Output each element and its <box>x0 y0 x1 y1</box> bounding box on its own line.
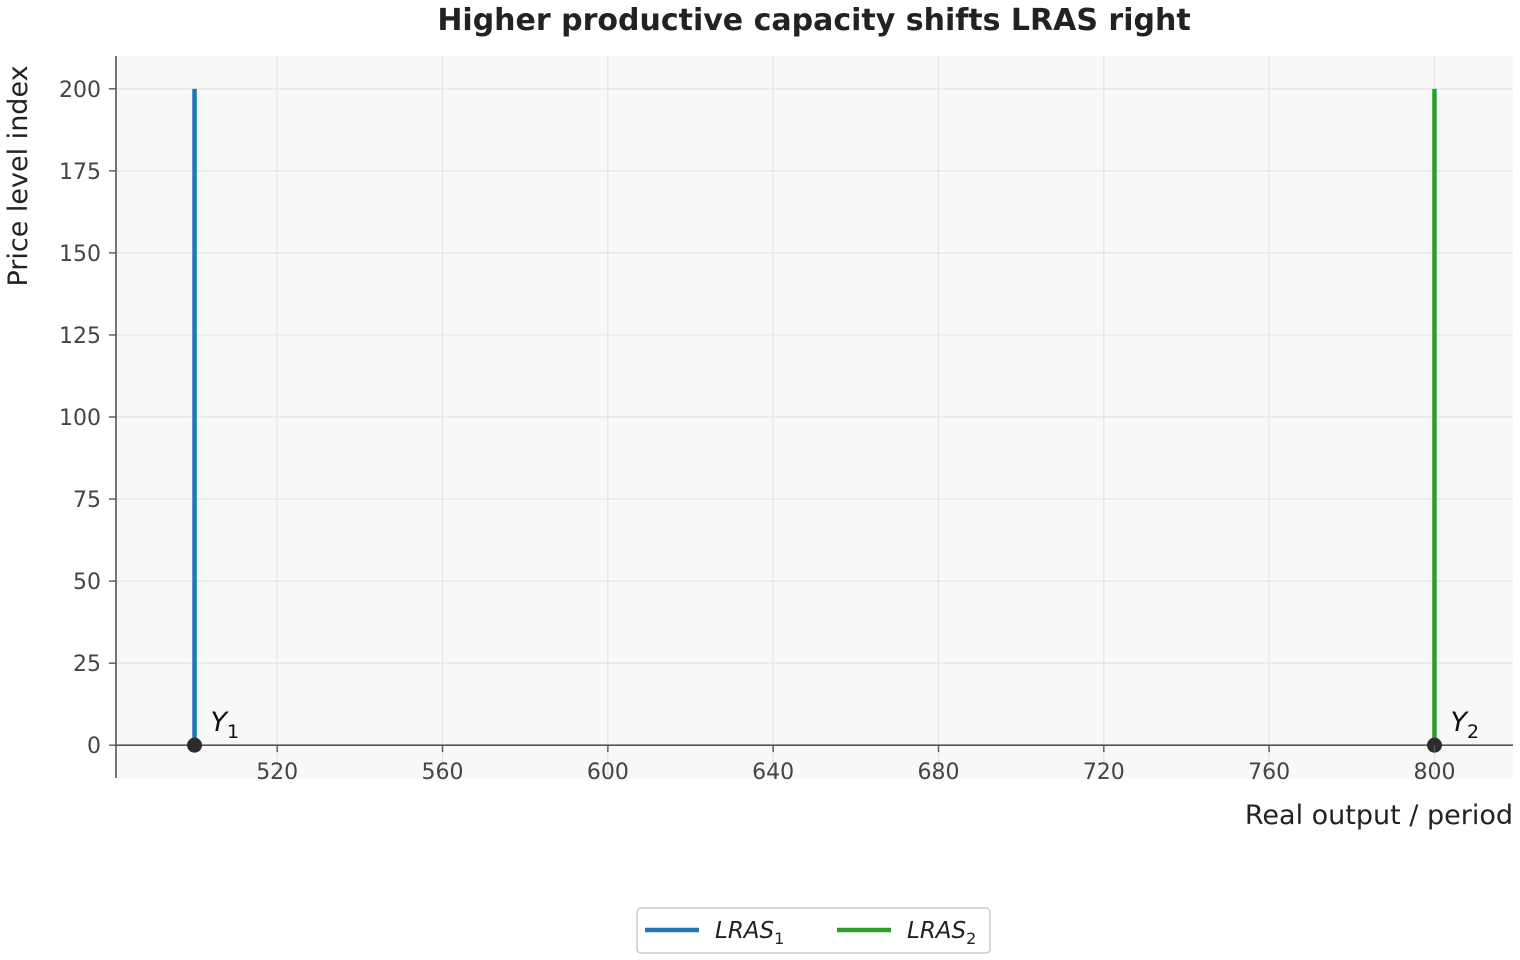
y-tick-label-7: 175 <box>59 160 101 185</box>
legend-label-main: LRAS <box>907 918 966 944</box>
point-label-1: Y1 <box>211 707 240 743</box>
y-tick-label-6: 150 <box>59 242 101 267</box>
points-layer: Y1 Y2 <box>187 707 1479 753</box>
legend-label-main: LRAS <box>715 918 774 944</box>
y-tick-label-2: 50 <box>73 570 101 595</box>
legend-frame <box>636 907 991 954</box>
x-tick-label-5: 720 <box>1083 760 1125 785</box>
y-tick-label-1: 25 <box>73 652 101 677</box>
legend: LRAS1 LRAS2 <box>636 907 991 954</box>
x-tick-label-4: 680 <box>917 760 959 785</box>
series-layer <box>192 88 1437 746</box>
x-axis-ticks: 520 560 600 640 680 720 760 800 <box>256 745 1455 785</box>
point-label-subscript: 2 <box>1467 721 1479 743</box>
x-axis-label: Real output / period <box>1245 800 1513 831</box>
y-axis-ticks: 0 25 50 75 100 125 150 175 200 <box>59 78 116 759</box>
y-axis-label: Price level index <box>3 65 34 286</box>
legend-label-subscript: 2 <box>966 929 976 948</box>
point-label-2: Y2 <box>1450 707 1479 743</box>
x-tick-label-3: 640 <box>752 760 794 785</box>
y-tick-label-4: 100 <box>59 406 101 431</box>
x-tick-label-2: 600 <box>587 760 629 785</box>
legend-label-2: LRAS2 <box>907 918 976 948</box>
y-tick-label-3: 75 <box>73 488 101 513</box>
y-tick-label-0: 0 <box>87 734 101 759</box>
point-label-main: Y <box>211 707 230 738</box>
y-tick-label-5: 125 <box>59 324 101 349</box>
y-tick-label-8: 200 <box>59 78 101 103</box>
point-label-subscript: 1 <box>227 721 239 743</box>
point-label-main: Y <box>1450 707 1469 738</box>
chart-title: Higher productive capacity shifts LRAS r… <box>437 3 1190 38</box>
legend-label-1: LRAS1 <box>715 918 784 948</box>
x-tick-label-1: 560 <box>422 760 464 785</box>
x-tick-label-6: 760 <box>1248 760 1290 785</box>
x-tick-label-0: 520 <box>256 760 298 785</box>
point-marker-1 <box>187 737 203 753</box>
x-tick-label-7: 800 <box>1413 760 1455 785</box>
legend-label-subscript: 1 <box>774 929 784 948</box>
legend-items: LRAS1 LRAS2 <box>645 918 976 948</box>
